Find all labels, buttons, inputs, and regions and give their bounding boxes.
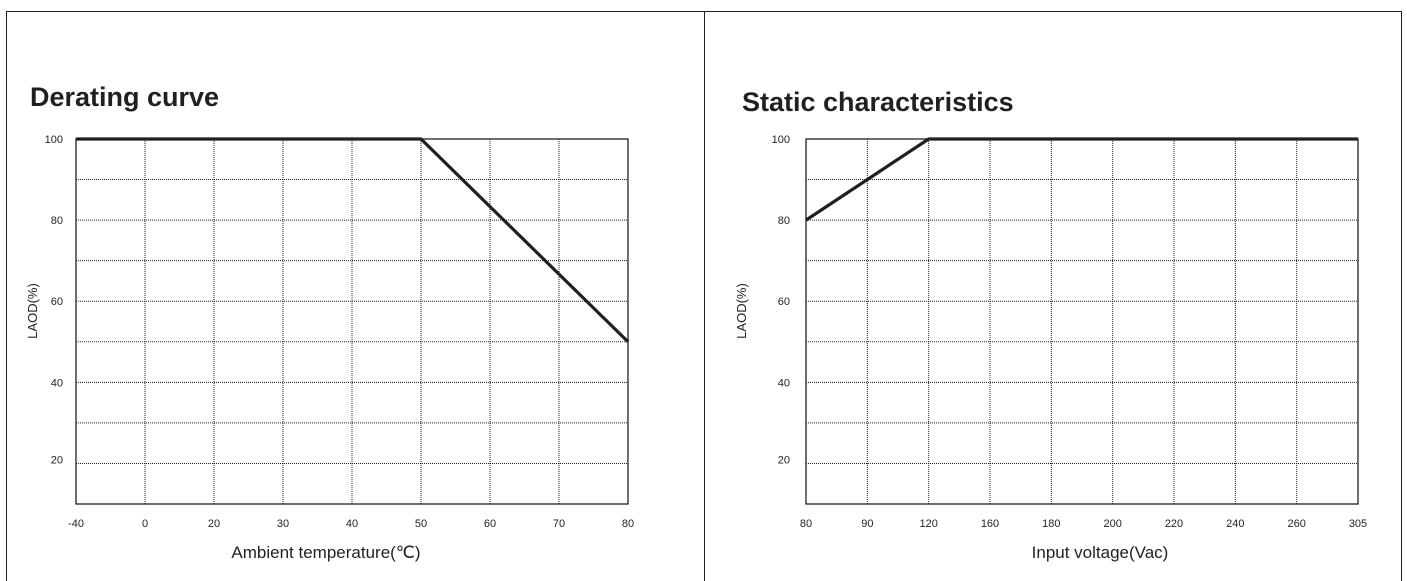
derating-x-axis-label: Ambient temperature(℃) [231, 543, 420, 562]
static-x-tick-label: 180 [1042, 518, 1060, 530]
derating-x-tick-label: 40 [346, 518, 358, 530]
static-y-tick-label: 40 [778, 377, 790, 389]
static-x-tick-label: 90 [861, 518, 873, 530]
static-x-tick-label: 260 [1287, 518, 1305, 530]
static-x-axis-label: Input voltage(Vac) [1032, 543, 1169, 562]
static-y-tick-label: 80 [778, 215, 790, 227]
static-y-tick-label: 60 [778, 296, 790, 308]
derating-y-tick-label: 40 [51, 377, 63, 389]
derating-y-tick-label: 20 [51, 454, 63, 466]
static-chart-title: Static characteristics [742, 87, 1014, 117]
derating-series-line [76, 137, 630, 343]
derating-y-tick-label: 60 [51, 296, 63, 308]
derating-x-tick-label: 50 [415, 518, 427, 530]
static-x-tick-label: 240 [1226, 518, 1244, 530]
static-x-tick-label: 160 [981, 518, 999, 530]
derating-y-tick-label: 100 [45, 134, 63, 146]
derating-y-tick-label: 80 [51, 215, 63, 227]
derating-x-tick-label: 30 [277, 518, 289, 530]
static-x-tick-label: 305 [1349, 518, 1367, 530]
static-series-line [805, 137, 1358, 222]
derating-x-tick-label: 60 [484, 518, 496, 530]
derating-x-tick-label: 80 [622, 518, 634, 530]
derating-y-axis-label: LAOD(%) [25, 283, 40, 339]
derating-x-tick-label: 0 [142, 518, 148, 530]
static-y-axis-label: LAOD(%) [734, 283, 749, 339]
derating-x-tick-label: -40 [68, 518, 84, 530]
panel-divider [704, 11, 705, 581]
static-y-tick-label: 100 [772, 134, 790, 146]
static-x-tick-label: 220 [1165, 518, 1183, 530]
derating-x-tick-label: 70 [553, 518, 565, 530]
static-plot-frame [805, 138, 1359, 505]
static-x-tick-label: 120 [919, 518, 937, 530]
derating-chart-title: Derating curve [30, 82, 220, 112]
static-y-tick-label: 20 [778, 454, 790, 466]
static-x-tick-label: 200 [1103, 518, 1121, 530]
static-x-tick-label: 80 [800, 518, 812, 530]
derating-x-tick-label: 20 [208, 518, 220, 530]
